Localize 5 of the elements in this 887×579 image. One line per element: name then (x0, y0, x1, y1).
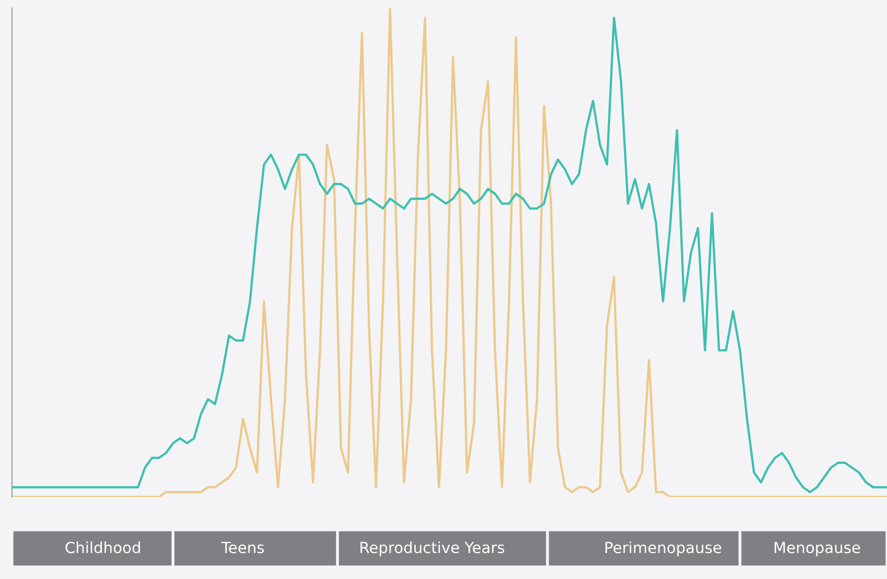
x-tick-label: Reproductive Years (360, 541, 504, 556)
x-tick-label: Teens (221, 542, 264, 554)
x-tick-label: Childhood (66, 541, 140, 554)
x-tick-label: Perimenopause (606, 541, 722, 556)
x-tick-label: Menopause (774, 542, 860, 556)
